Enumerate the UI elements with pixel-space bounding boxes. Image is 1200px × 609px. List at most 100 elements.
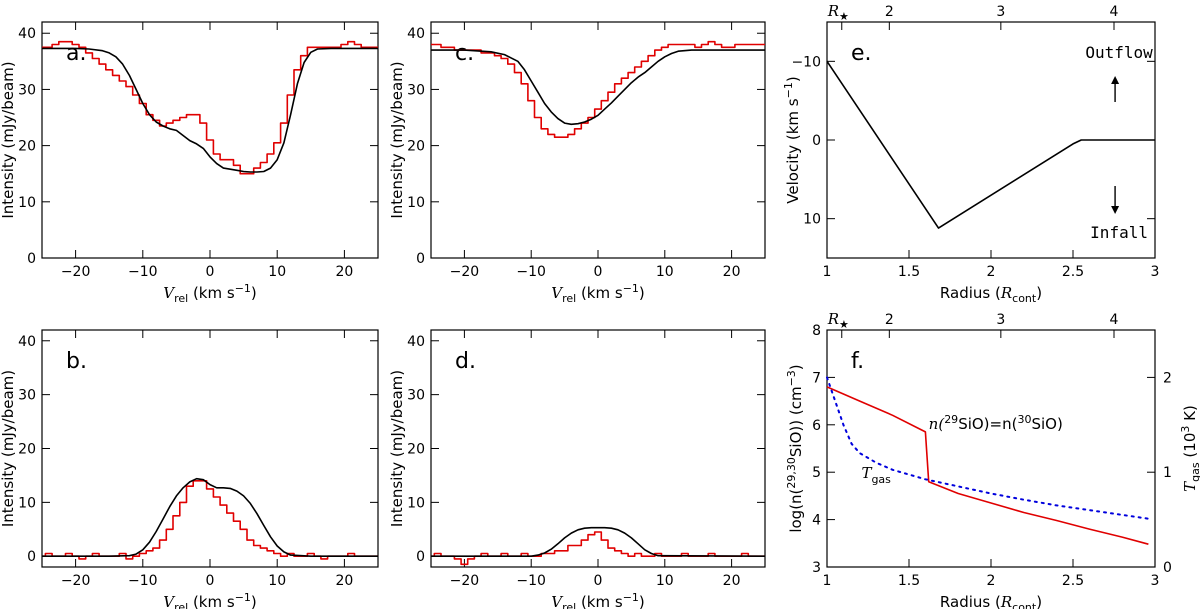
y-tick-label: 10 xyxy=(407,195,425,211)
y-tick-label: 0 xyxy=(27,549,36,565)
y-tick-label: 40 xyxy=(407,334,425,350)
right-y-axis-label: Tgas (103 K) xyxy=(1179,405,1200,492)
x-label-symbol: V xyxy=(163,284,176,302)
top-axis-star: ★ xyxy=(839,10,849,23)
x-tick-label: 0 xyxy=(594,264,603,280)
y-tick-label: 6 xyxy=(812,418,821,434)
panel-c: −20 −10 0 10 20 0 10 20 30 40 Vrel (km s−1) Intensi… xyxy=(388,21,766,305)
series-model-line xyxy=(431,526,766,557)
y-axis-label: Intensity (mJy/beam) xyxy=(0,370,17,527)
top-axis-R: R xyxy=(827,310,839,328)
series-model-line xyxy=(431,49,765,126)
top-axis-label: R★ xyxy=(827,2,849,23)
y-axis-label: Intensity (mJy/beam) xyxy=(388,370,406,527)
x-label-superscript: −1 xyxy=(623,591,639,604)
x-axis-label: Vrel (km s−1) xyxy=(163,282,257,305)
x-tick-label: 1.5 xyxy=(898,264,920,280)
series-obs-line xyxy=(826,386,1149,545)
series-obs-line xyxy=(42,40,378,175)
right-y-tick-label: 1 xyxy=(1163,465,1172,481)
x-tick-label: 3 xyxy=(1151,264,1160,280)
tgas-label-sub: gas xyxy=(871,473,891,486)
x-label-text: Radius ( xyxy=(940,284,1001,302)
y-label-log: log(n( xyxy=(787,489,805,533)
right-y-label-unit: (10 xyxy=(1181,433,1199,463)
top-tick-label: 3 xyxy=(996,312,1005,328)
x-tick-label: −20 xyxy=(450,264,480,280)
y-label-iso: 29,30 xyxy=(785,457,798,489)
x-tick-label: 2 xyxy=(987,573,996,589)
top-tick-label: 2 xyxy=(885,312,894,328)
y-label-text: Intensity (mJy/beam) xyxy=(388,61,406,218)
tgas-label-T: T xyxy=(861,464,872,482)
y-tick-label: 3 xyxy=(812,560,821,576)
panel-a: −20 −10 0 10 20 0 10 20 30 40 Vrel (km s−1) Intensi… xyxy=(0,21,379,305)
x-tick-label: 1.5 xyxy=(898,573,920,589)
n-label-mid: SiO)=n( xyxy=(958,415,1017,433)
x-label-close: ) xyxy=(251,593,257,609)
x-label-close: ) xyxy=(639,284,645,302)
right-y-tick-label: 2 xyxy=(1163,370,1172,386)
x-label-close: ) xyxy=(1036,593,1042,609)
x-label-symbol: R xyxy=(1000,593,1012,609)
x-tick-label: −20 xyxy=(450,573,480,589)
x-label-subscript: rel xyxy=(562,601,576,609)
x-label-subscript: rel xyxy=(174,601,188,609)
y-tick-label: 30 xyxy=(407,388,425,404)
top-tick-label: 4 xyxy=(1110,312,1119,328)
x-tick-label: 20 xyxy=(335,573,353,589)
x-label-subscript: rel xyxy=(562,292,576,305)
x-label-symbol: V xyxy=(551,284,564,302)
infall-arrowhead xyxy=(1111,206,1120,214)
y-tick-label: 20 xyxy=(407,139,425,155)
x-tick-label: −10 xyxy=(516,264,546,280)
x-tick-label: 20 xyxy=(723,573,741,589)
right-y-label-superscript: 3 xyxy=(1179,426,1192,433)
y-label-text: Velocity (km s xyxy=(784,98,802,204)
x-label-symbol: V xyxy=(163,593,176,609)
y-tick-label: 30 xyxy=(18,82,36,98)
y-axis-label: Intensity (mJy/beam) xyxy=(388,61,406,218)
series-tgas-label: Tgas xyxy=(861,464,891,486)
y-tick-label: 10 xyxy=(18,495,36,511)
x-label-superscript: −1 xyxy=(235,591,251,604)
top-axis-star: ★ xyxy=(839,318,849,331)
x-label-subscript: cont xyxy=(1012,292,1037,305)
x-tick-label: 2.5 xyxy=(1062,573,1084,589)
y-tick-label: 0 xyxy=(416,549,425,565)
x-tick-label: 1 xyxy=(823,264,832,280)
panel-d: −20 −10 0 10 20 0 10 20 30 40 Vrel (km s−1) Intensi… xyxy=(388,329,766,609)
x-tick-label: 0 xyxy=(594,573,603,589)
n-label-a: n( xyxy=(929,415,946,433)
panel-label: b. xyxy=(66,349,87,374)
top-tick-label: 4 xyxy=(1110,4,1119,20)
x-label-symbol: V xyxy=(551,593,564,609)
x-tick-label: 0 xyxy=(206,264,215,280)
x-axis-label: Vrel (km s−1) xyxy=(551,282,645,305)
y-label-text: Intensity (mJy/beam) xyxy=(0,61,17,218)
y-tick-label: 0 xyxy=(27,251,36,267)
right-y-label-symbol: T xyxy=(1181,481,1199,492)
n-label-sup2: 30 xyxy=(1017,413,1031,426)
panel-label: f. xyxy=(851,349,864,374)
y-label-superscript: −1 xyxy=(782,82,795,98)
y-tick-label: 30 xyxy=(407,82,425,98)
x-label-close: ) xyxy=(639,593,645,609)
x-label-unit: (km s xyxy=(576,593,623,609)
x-label-unit: (km s xyxy=(188,593,235,609)
top-axis-label: R★ xyxy=(827,310,849,331)
x-tick-label: 20 xyxy=(335,264,353,280)
y-tick-label: 7 xyxy=(812,370,821,386)
infall-label: Infall xyxy=(1090,223,1148,242)
x-label-superscript: −1 xyxy=(235,282,251,295)
x-tick-label: 2.5 xyxy=(1062,264,1084,280)
x-label-text: Radius ( xyxy=(940,593,1001,609)
x-tick-label: 0 xyxy=(206,573,215,589)
x-label-subscript: rel xyxy=(174,292,188,305)
y-tick-label: 40 xyxy=(18,334,36,350)
y-label-mid: SiO)) (cm xyxy=(787,386,805,457)
x-label-superscript: −1 xyxy=(623,282,639,295)
series-tgas-line xyxy=(826,376,1150,520)
axes-frame xyxy=(826,329,1156,568)
